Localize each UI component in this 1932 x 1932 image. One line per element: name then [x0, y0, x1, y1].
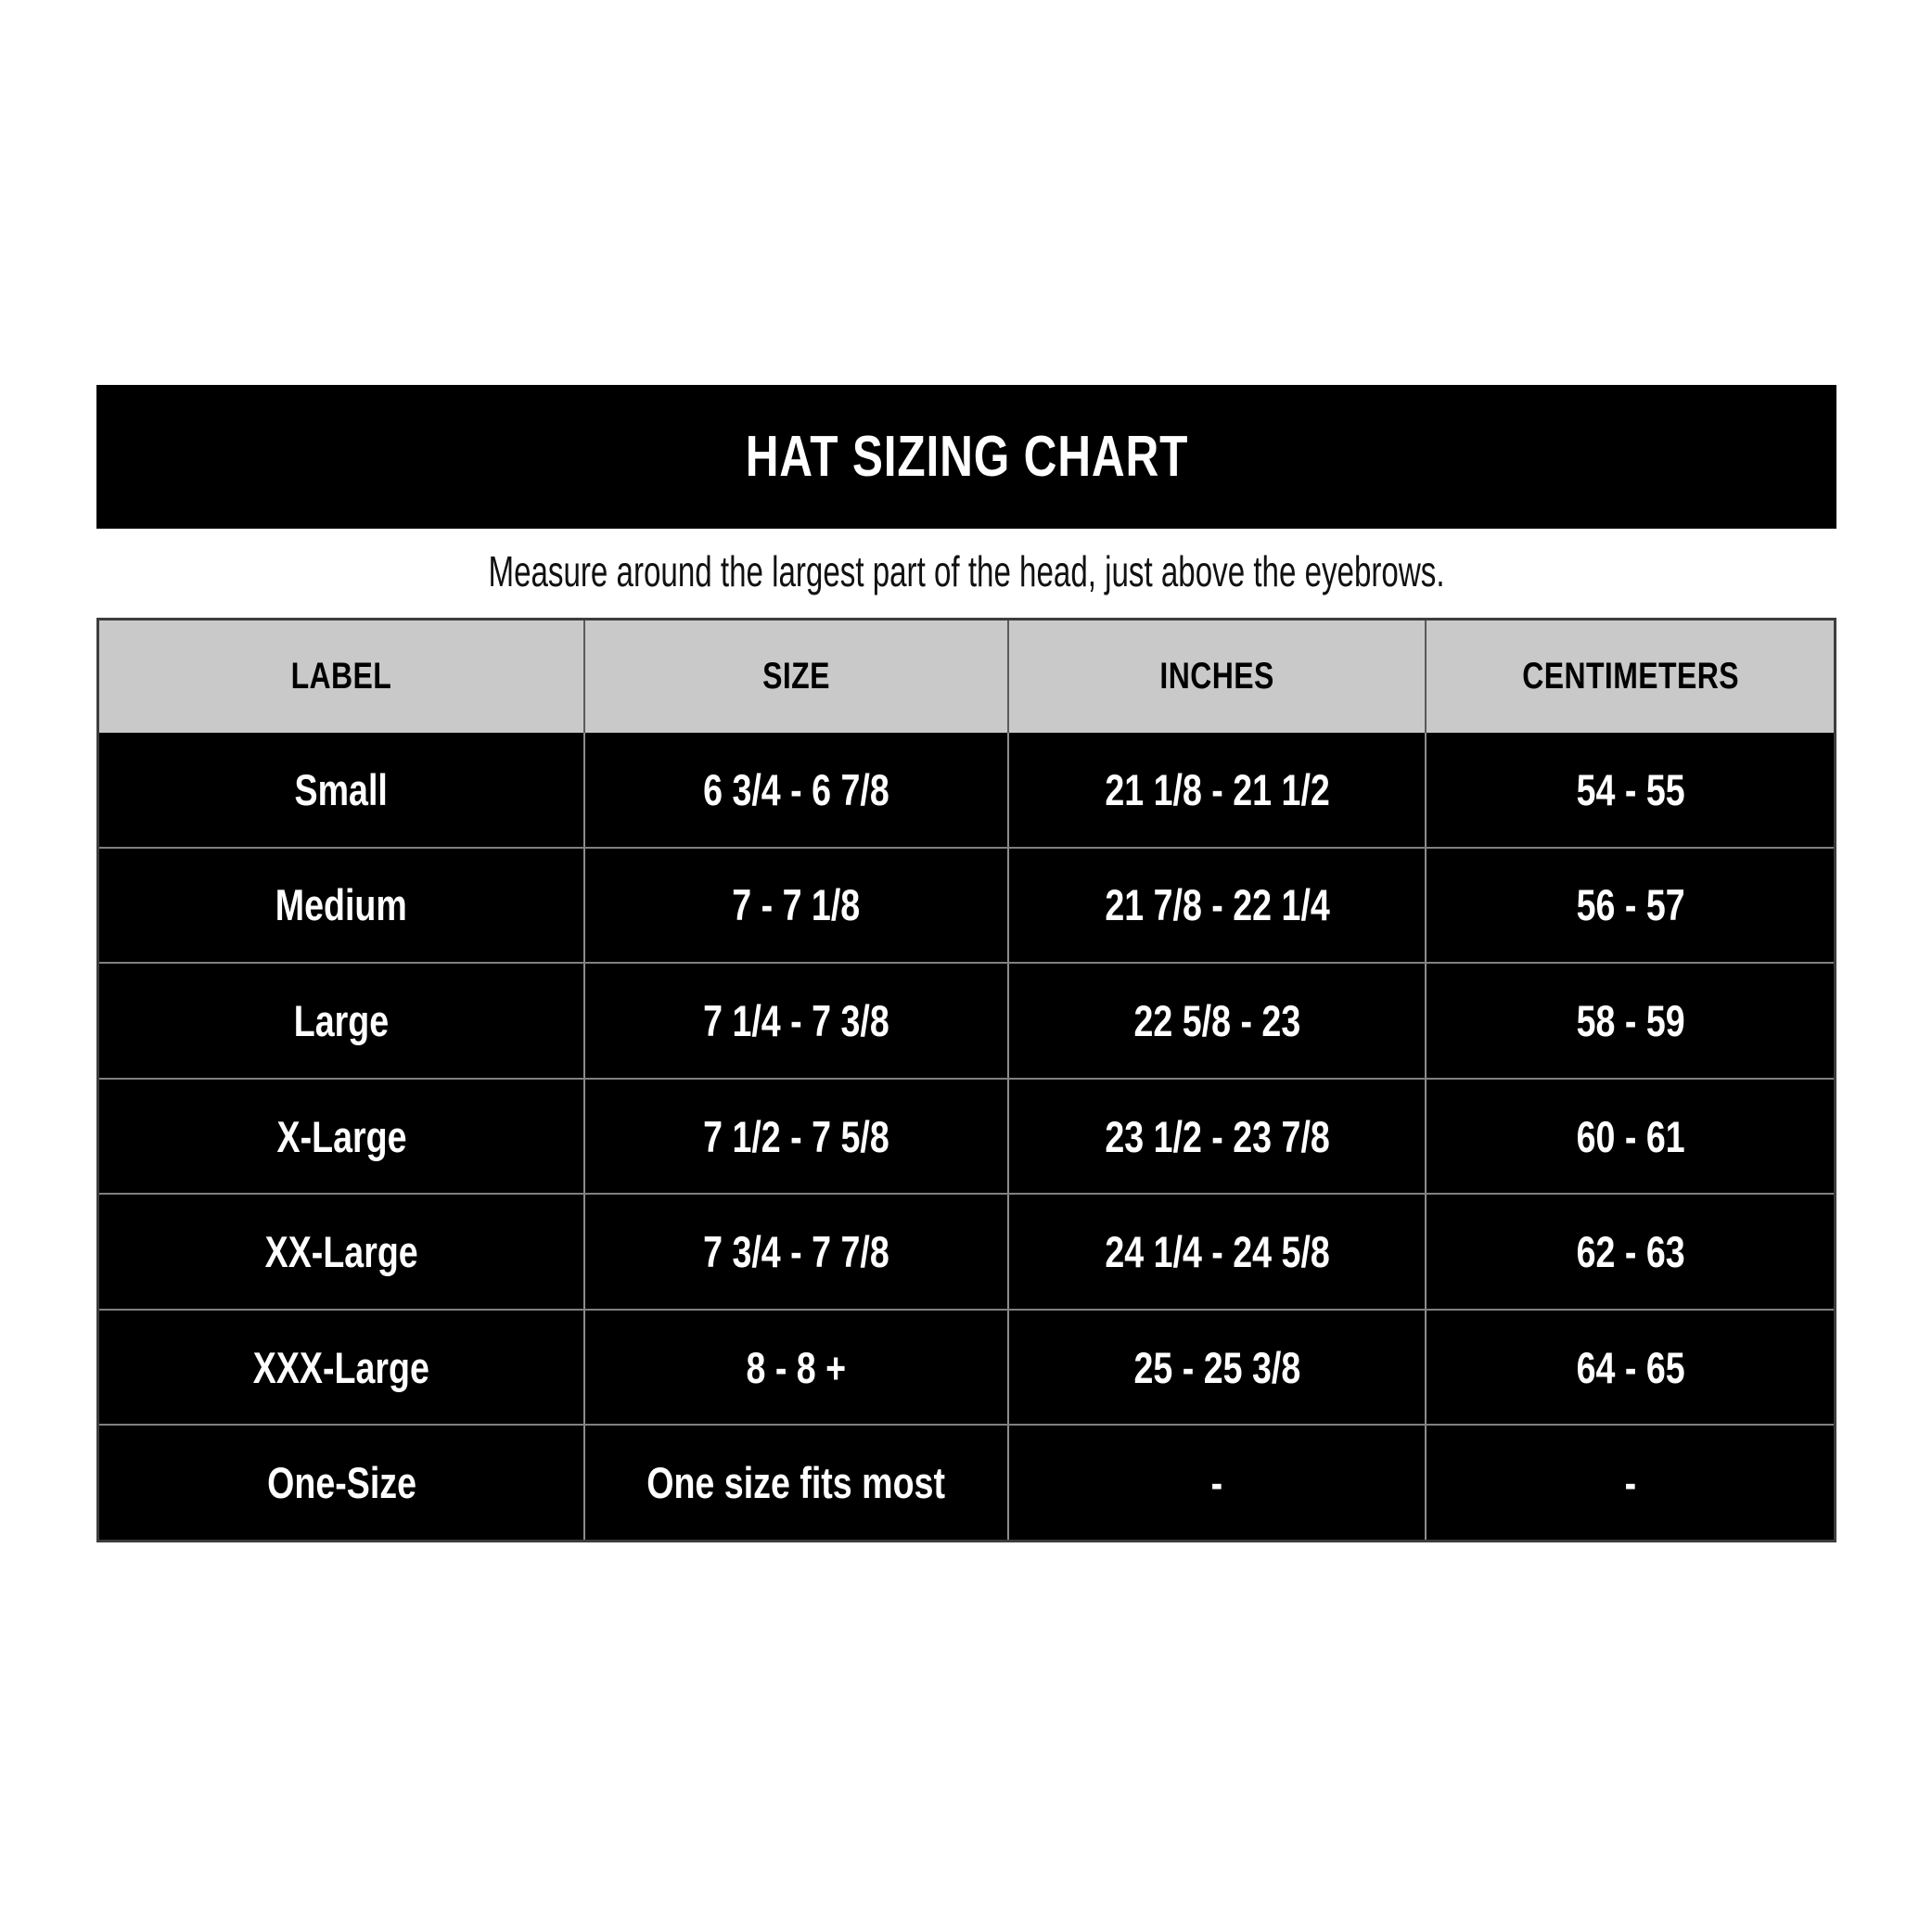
size-text: 6 3/4 - 6 7/8	[703, 764, 889, 814]
size-text: 7 1/2 - 7 5/8	[703, 1111, 889, 1161]
inches-cell: 22 5/8 - 23	[1006, 964, 1426, 1078]
inches-text: 23 1/2 - 23 7/8	[1104, 1111, 1330, 1161]
table-row-xxx-large: XXX-Large 8 - 8 + 25 - 25 3/8 64 - 65	[99, 1308, 1834, 1425]
label-cell: Small	[99, 733, 583, 847]
label-text: Large	[293, 995, 390, 1045]
size-cell: 7 1/4 - 7 3/8	[583, 964, 1007, 1078]
table-row-x-large: X-Large 7 1/2 - 7 5/8 23 1/2 - 23 7/8 60…	[99, 1077, 1834, 1194]
table-row-one-size: One-Size One size fits most - -	[99, 1424, 1834, 1541]
measurement-instruction: Measure around the largest part of the h…	[96, 541, 1836, 601]
label-cell: One-Size	[99, 1426, 583, 1540]
centimeters-cell: 64 - 65	[1425, 1310, 1834, 1425]
chart-title-bar: HAT SIZING CHART	[96, 385, 1836, 529]
size-text: 8 - 8 +	[746, 1342, 847, 1392]
centimeters-cell: 54 - 55	[1425, 733, 1834, 847]
centimeters-text: 58 - 59	[1576, 995, 1685, 1045]
table-row-xx-large: XX-Large 7 3/4 - 7 7/8 24 1/4 - 24 5/8 6…	[99, 1193, 1834, 1309]
table-row-small: Small 6 3/4 - 6 7/8 21 1/8 - 21 1/2 54 -…	[99, 733, 1834, 847]
sizing-table: LABEL SIZE INCHES CENTIMETERS Small 6 3/…	[96, 618, 1836, 1542]
measurement-instruction-text: Measure around the largest part of the h…	[488, 546, 1445, 595]
label-cell: Medium	[99, 849, 583, 963]
table-row-large: Large 7 1/4 - 7 3/8 22 5/8 - 23 58 - 59	[99, 962, 1834, 1078]
centimeters-cell: 60 - 61	[1425, 1079, 1834, 1194]
label-text: XXX-Large	[253, 1342, 430, 1392]
table-header-row: LABEL SIZE INCHES CENTIMETERS	[99, 621, 1834, 733]
table-row-medium: Medium 7 - 7 1/8 21 7/8 - 22 1/4 56 - 57	[99, 846, 1834, 963]
inches-cell: 23 1/2 - 23 7/8	[1006, 1079, 1426, 1194]
centimeters-text: 62 - 63	[1576, 1227, 1685, 1277]
inches-text: 24 1/4 - 24 5/8	[1104, 1227, 1330, 1277]
label-text: XX-Large	[264, 1227, 418, 1277]
header-label-text: LABEL	[290, 656, 392, 697]
inches-text: 22 5/8 - 23	[1133, 995, 1301, 1045]
inches-cell: 21 1/8 - 21 1/2	[1006, 733, 1426, 847]
centimeters-cell: -	[1425, 1426, 1834, 1541]
label-cell: X-Large	[99, 1080, 583, 1194]
inches-text: 21 7/8 - 22 1/4	[1104, 880, 1330, 930]
size-cell: 8 - 8 +	[583, 1310, 1007, 1425]
label-cell: Large	[99, 964, 583, 1078]
size-cell: 6 3/4 - 6 7/8	[583, 733, 1007, 847]
centimeters-cell: 58 - 59	[1425, 964, 1834, 1078]
centimeters-text: 54 - 55	[1576, 764, 1685, 814]
size-cell: 7 3/4 - 7 7/8	[583, 1195, 1007, 1309]
size-cell: One size fits most	[583, 1426, 1007, 1541]
centimeters-text: -	[1624, 1458, 1636, 1508]
centimeters-cell: 62 - 63	[1425, 1195, 1834, 1309]
label-text: One-Size	[266, 1458, 416, 1508]
page-title: HAT SIZING CHART	[745, 425, 1188, 489]
header-cell-centimeters: CENTIMETERS	[1425, 621, 1834, 733]
header-cell-size: SIZE	[583, 621, 1007, 733]
inches-cell: 25 - 25 3/8	[1006, 1310, 1426, 1425]
header-inches-text: INCHES	[1159, 656, 1274, 697]
size-cell: 7 1/2 - 7 5/8	[583, 1079, 1007, 1194]
header-size-text: SIZE	[762, 656, 830, 697]
inches-text: -	[1210, 1458, 1223, 1508]
header-cell-label: LABEL	[99, 621, 583, 733]
inches-cell: 24 1/4 - 24 5/8	[1006, 1195, 1426, 1309]
size-text: 7 3/4 - 7 7/8	[703, 1227, 889, 1277]
inches-text: 25 - 25 3/8	[1133, 1342, 1301, 1392]
centimeters-cell: 56 - 57	[1425, 848, 1834, 963]
label-text: X-Large	[276, 1111, 407, 1161]
centimeters-text: 60 - 61	[1576, 1111, 1685, 1161]
inches-text: 21 1/8 - 21 1/2	[1104, 764, 1330, 814]
label-text: Small	[294, 764, 389, 814]
inches-cell: -	[1006, 1426, 1426, 1541]
centimeters-text: 56 - 57	[1576, 880, 1685, 930]
label-cell: XX-Large	[99, 1195, 583, 1309]
header-cell-inches: INCHES	[1006, 621, 1426, 733]
size-cell: 7 - 7 1/8	[583, 848, 1007, 963]
inches-cell: 21 7/8 - 22 1/4	[1006, 848, 1426, 963]
label-cell: XXX-Large	[99, 1311, 583, 1425]
label-text: Medium	[275, 880, 408, 930]
header-centimeters-text: CENTIMETERS	[1521, 656, 1739, 697]
size-text: One size fits most	[646, 1458, 946, 1508]
size-text: 7 1/4 - 7 3/8	[703, 995, 889, 1045]
centimeters-text: 64 - 65	[1576, 1342, 1685, 1392]
size-text: 7 - 7 1/8	[732, 880, 861, 930]
